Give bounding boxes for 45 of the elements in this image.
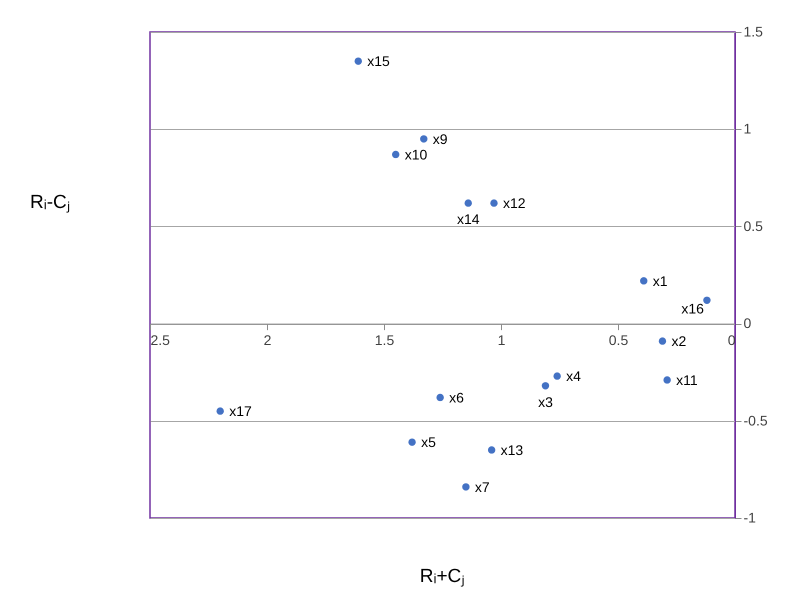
point — [640, 277, 648, 285]
annotation: x5 — [421, 434, 436, 450]
y-tick-label: 0.5 — [744, 218, 764, 234]
y-tick-label: 1.5 — [744, 24, 764, 40]
point — [436, 394, 444, 402]
x-tick-label: 1.5 — [374, 332, 394, 348]
point — [354, 57, 362, 65]
annotation: x12 — [502, 195, 526, 212]
annotation: x6 — [449, 389, 464, 406]
annotation: x14 — [456, 211, 480, 228]
x-tick-label: 2 — [264, 332, 272, 348]
y-tick-label: 0 — [744, 315, 752, 332]
x-axis-title: Rᵢ+Cⱼ — [418, 565, 466, 588]
annotation: x7 — [474, 478, 490, 495]
annotation: x11 — [676, 372, 698, 388]
point — [703, 296, 711, 304]
y-tick-label: -0.5 — [744, 412, 768, 428]
point — [663, 376, 671, 384]
point — [408, 438, 416, 446]
annotation: x1 — [652, 272, 668, 289]
point — [420, 135, 428, 143]
annotation: x2 — [671, 333, 686, 350]
point — [553, 372, 561, 380]
point — [542, 382, 550, 390]
y-tick-label: -1 — [744, 510, 756, 526]
x-tick-label: 1 — [498, 332, 506, 348]
annotation: x3 — [538, 394, 554, 410]
annotation: x4 — [566, 368, 582, 384]
point — [216, 407, 224, 415]
annotation: x9 — [432, 130, 448, 147]
x-tick-label: 2.5 — [150, 332, 170, 348]
point — [490, 199, 498, 207]
point — [488, 446, 496, 454]
point — [392, 150, 400, 158]
y-tick-label: 1 — [744, 120, 752, 137]
point — [464, 199, 472, 207]
x-tick-label: 0.5 — [608, 332, 628, 348]
y-axis-title: Rᵢ-Cⱼ — [30, 191, 70, 214]
annotation: x15 — [367, 53, 390, 70]
point — [462, 483, 470, 491]
point — [658, 337, 666, 345]
annotation: x17 — [229, 403, 252, 420]
annotation: x16 — [681, 300, 704, 316]
annotation: x10 — [404, 146, 428, 162]
annotation: x13 — [500, 442, 524, 458]
